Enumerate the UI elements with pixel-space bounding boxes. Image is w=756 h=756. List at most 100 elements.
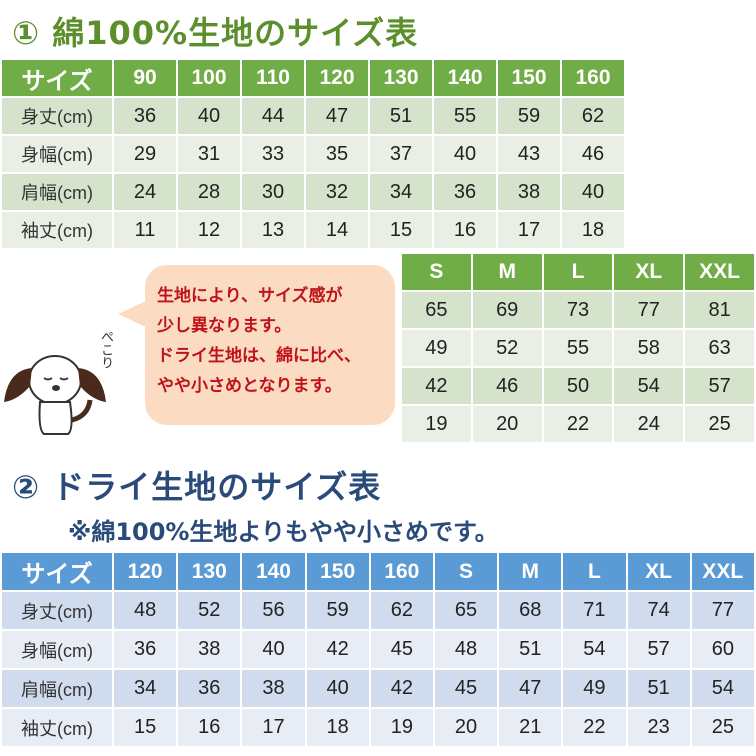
bubble-line: 少し異なります。 <box>157 316 292 336</box>
table-cell: 36 <box>114 98 176 134</box>
table-cell: 40 <box>242 631 305 668</box>
column-header: XL <box>627 553 690 590</box>
table-cell: 36 <box>178 670 241 707</box>
table-cell: 65 <box>402 292 471 328</box>
table-row: 袖丈(cm) 15 16 17 18 19 20 21 22 23 25 <box>2 709 754 746</box>
column-header: M <box>472 254 542 290</box>
table-cell: 59 <box>306 592 369 629</box>
cotton-kids-size-table: サイズ 90 100 110 120 130 140 150 160 身丈(cm) 36 40 44 47… <box>0 58 626 250</box>
column-header: 140 <box>434 60 496 96</box>
table-cell: 32 <box>306 174 368 210</box>
table-cell: 40 <box>562 174 624 210</box>
row-label: 身幅(cm) <box>2 136 112 172</box>
table-cell: 42 <box>402 368 471 404</box>
table-row: 袖丈(cm) 11 12 13 14 15 16 17 18 <box>2 212 624 248</box>
table-cell: 25 <box>691 709 754 746</box>
table-cell: 28 <box>178 174 240 210</box>
table-cell: 55 <box>434 98 496 134</box>
table-cell: 38 <box>498 174 560 210</box>
column-header: 110 <box>242 60 304 96</box>
table-cell: 46 <box>472 368 542 404</box>
table-cell: 22 <box>543 406 613 442</box>
table-cell: 22 <box>563 709 626 746</box>
table-cell: 13 <box>242 212 304 248</box>
column-header: XXL <box>691 553 754 590</box>
table-cell: 47 <box>499 670 562 707</box>
table-cell: 51 <box>370 98 432 134</box>
column-header: 140 <box>242 553 305 590</box>
table-cell: 36 <box>434 174 496 210</box>
table-cell: 51 <box>499 631 562 668</box>
table-cell: 24 <box>614 406 684 442</box>
column-header: 120 <box>114 553 177 590</box>
table-cell: 74 <box>627 592 690 629</box>
mascot-caption: ぺこり <box>98 330 113 369</box>
table-cell: 38 <box>178 631 241 668</box>
table-cell: 42 <box>370 670 433 707</box>
table-cell: 44 <box>242 98 304 134</box>
table-cell: 54 <box>563 631 626 668</box>
table-cell: 15 <box>370 212 432 248</box>
column-header: L <box>543 254 613 290</box>
bubble-line: 生地により、サイズ感が <box>157 286 343 306</box>
table-cell: 17 <box>498 212 560 248</box>
table-cell: 77 <box>691 592 754 629</box>
dog-mascot-icon <box>4 355 106 435</box>
table-row: 肩幅(cm) 24 28 30 32 34 36 38 40 <box>2 174 624 210</box>
table-row: 肩幅(cm) 34 36 38 40 42 45 47 49 51 54 <box>2 670 754 707</box>
column-header: 130 <box>370 60 432 96</box>
table-cell: 23 <box>627 709 690 746</box>
table-cell: 52 <box>472 330 542 366</box>
table-cell: 46 <box>562 136 624 172</box>
table-row: 身丈(cm) 36 40 44 47 51 55 59 62 <box>2 98 624 134</box>
table-cell: 35 <box>306 136 368 172</box>
speech-bubble: 生地により、サイズ感が 少し異なります。 ドライ生地は、綿に比べ、 やや小さめと… <box>145 265 395 425</box>
column-header: XL <box>614 254 684 290</box>
column-header: 130 <box>178 553 241 590</box>
table-cell: 62 <box>370 592 433 629</box>
column-header: M <box>499 553 562 590</box>
table-cell: 45 <box>370 631 433 668</box>
table-cell: 49 <box>563 670 626 707</box>
table-cell: 21 <box>499 709 562 746</box>
table-cell: 63 <box>685 330 754 366</box>
table-row: 身幅(cm) 36 38 40 42 45 48 51 54 57 60 <box>2 631 754 668</box>
row-label: 身丈(cm) <box>2 98 112 134</box>
table-cell: 42 <box>306 631 369 668</box>
table-cell: 73 <box>543 292 613 328</box>
table-row: 49 52 55 58 63 <box>402 330 754 366</box>
table-cell: 11 <box>114 212 176 248</box>
row-label: 袖丈(cm) <box>2 212 112 248</box>
table-cell: 19 <box>402 406 471 442</box>
table-cell: 40 <box>306 670 369 707</box>
table-cell: 15 <box>114 709 177 746</box>
table-cell: 14 <box>306 212 368 248</box>
table-cell: 20 <box>434 709 498 746</box>
table-cell: 12 <box>178 212 240 248</box>
column-header: サイズ <box>2 60 112 96</box>
table-cell: 36 <box>114 631 177 668</box>
column-header: S <box>402 254 471 290</box>
cotton-size-title: ① 綿100%生地のサイズ表 <box>12 14 419 52</box>
table-cell: 17 <box>242 709 305 746</box>
row-label: 袖丈(cm) <box>2 709 112 746</box>
table-row: 19 20 22 24 25 <box>402 406 754 442</box>
dry-size-note: ※綿100%生地よりもやや小さめです。 <box>68 518 499 546</box>
table-cell: 54 <box>691 670 754 707</box>
table-cell: 25 <box>685 406 754 442</box>
table-row: 65 69 73 77 81 <box>402 292 754 328</box>
row-label: 身丈(cm) <box>2 592 112 629</box>
table-cell: 31 <box>178 136 240 172</box>
table-cell: 81 <box>685 292 754 328</box>
table-cell: 56 <box>242 592 305 629</box>
header-row: サイズ 90 100 110 120 130 140 150 160 <box>2 60 624 96</box>
table-cell: 60 <box>691 631 754 668</box>
table-cell: 54 <box>614 368 684 404</box>
table-row: 身丈(cm) 48 52 56 59 62 65 68 71 74 77 <box>2 592 754 629</box>
table-row: 42 46 50 54 57 <box>402 368 754 404</box>
dry-size-title: ② ドライ生地のサイズ表 <box>12 468 382 506</box>
table-cell: 34 <box>370 174 432 210</box>
column-header: 100 <box>178 60 240 96</box>
table-cell: 43 <box>498 136 560 172</box>
table-cell: 16 <box>178 709 241 746</box>
